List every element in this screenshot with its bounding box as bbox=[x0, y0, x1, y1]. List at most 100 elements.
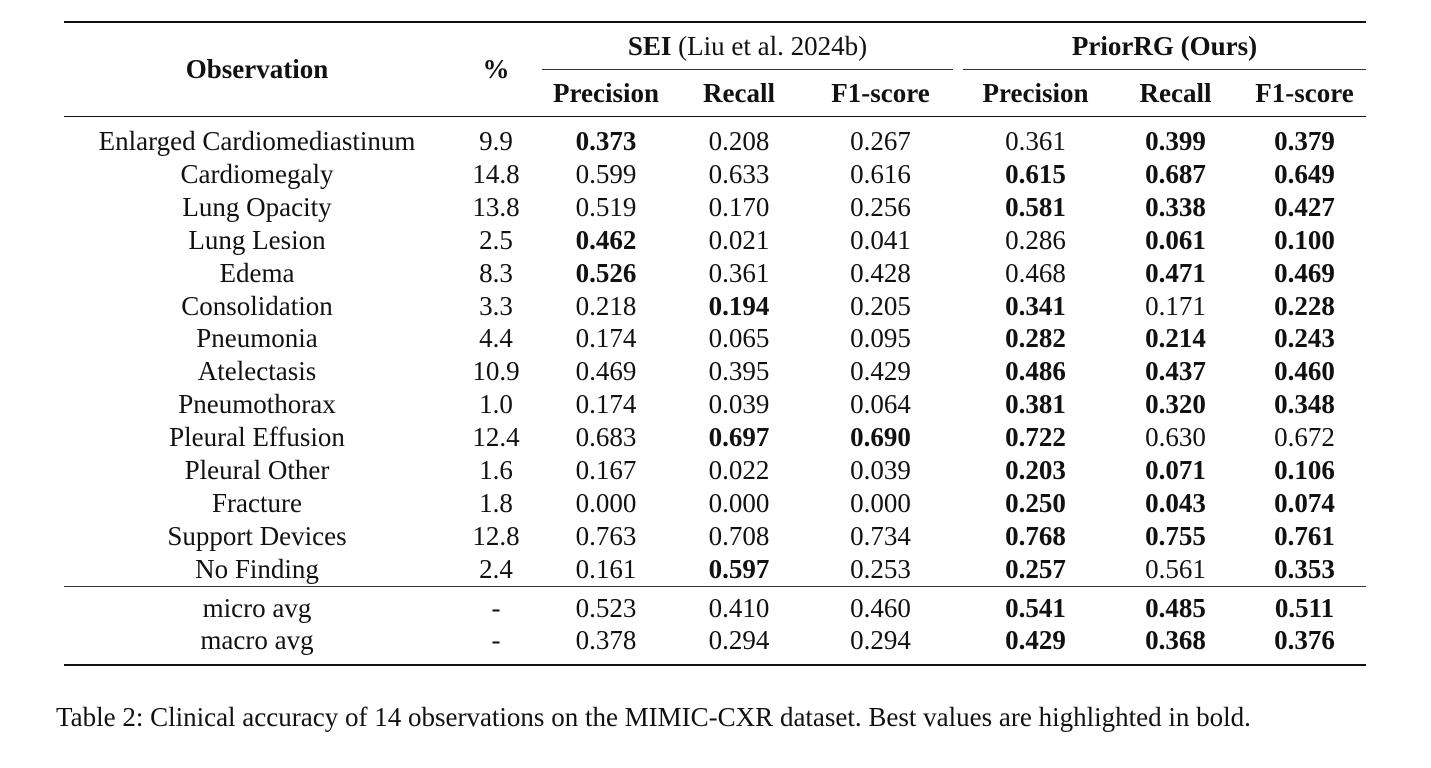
sei-recall-header: Recall bbox=[703, 77, 775, 108]
priorrg-recall-cell: 0.687 bbox=[1145, 158, 1206, 189]
sei-precision-cell: 0.161 bbox=[575, 553, 637, 584]
table-row: Pneumonia 4.4 0.174 0.065 0.095 0.282 0.214 0.2… bbox=[64, 322, 1366, 355]
observation-cell: Cardiomegaly bbox=[180, 158, 334, 189]
priorrg-precision-cell: 0.286 bbox=[1005, 224, 1066, 255]
sei-f1-cell: 0.690 bbox=[850, 422, 911, 453]
sei-f1-cell: 0.205 bbox=[850, 290, 911, 321]
observation-cell: Pneumonia bbox=[196, 323, 318, 354]
group-gap bbox=[953, 224, 963, 257]
group-gap bbox=[953, 158, 963, 191]
results-table-container: Observation % SEI (Liu et al. 2024b) Pri… bbox=[64, 21, 1366, 667]
observation-cell: Pleural Other bbox=[184, 455, 330, 486]
sei-f1-cell: 0.429 bbox=[850, 356, 911, 387]
table-row: No Finding 2.4 0.161 0.597 0.253 0.257 0.561 0.… bbox=[64, 553, 1366, 586]
priorrg-precision-cell: 0.768 bbox=[1005, 520, 1066, 551]
sei-precision-cell: 0.378 bbox=[575, 624, 637, 655]
group-gap bbox=[953, 23, 963, 70]
sei-recall-cell: 0.065 bbox=[708, 323, 770, 354]
priorrg-recall-cell: 0.399 bbox=[1145, 126, 1206, 156]
percent-cell: 2.5 bbox=[479, 224, 513, 255]
priorrg-precision-cell: 0.722 bbox=[1005, 422, 1066, 453]
priorrg-recall-cell: 0.471 bbox=[1145, 257, 1206, 288]
header-row-1: Observation % SEI (Liu et al. 2024b) Pri… bbox=[64, 23, 1366, 84]
percent-cell: 12.8 bbox=[472, 520, 520, 551]
priorrg-recall-cell: 0.071 bbox=[1145, 455, 1206, 486]
percent-cell: 4.4 bbox=[479, 323, 513, 354]
group-gap bbox=[953, 70, 963, 117]
priorrg-f1-cell: 0.353 bbox=[1274, 553, 1335, 584]
sei-group-header: SEI (Liu et al. 2024b) bbox=[542, 23, 953, 70]
table-row: Lung Lesion 2.5 0.462 0.021 0.041 0.286 0.061 0… bbox=[64, 224, 1366, 257]
sei-precision-cell: 0.763 bbox=[575, 520, 637, 551]
sei-recall-cell: 0.021 bbox=[708, 224, 770, 255]
priorrg-precision-cell: 0.541 bbox=[1005, 592, 1066, 623]
group-gap bbox=[953, 454, 963, 487]
sei-group-name: SEI bbox=[627, 31, 672, 61]
priorrg-f1-header: F1-score bbox=[1255, 77, 1354, 108]
sei-precision-cell: 0.373 bbox=[575, 126, 637, 156]
priorrg-recall-cell: 0.755 bbox=[1145, 520, 1206, 551]
sei-f1-cell: 0.256 bbox=[850, 191, 911, 222]
percent-header: % bbox=[482, 54, 510, 84]
group-gap bbox=[953, 421, 963, 454]
observation-cell: No Finding bbox=[195, 553, 319, 584]
sei-precision-cell: 0.174 bbox=[575, 323, 637, 354]
observation-cell: Pneumothorax bbox=[178, 389, 336, 420]
table-row: Cardiomegaly 14.8 0.599 0.633 0.616 0.615 0.68… bbox=[64, 158, 1366, 191]
sei-recall-cell: 0.000 bbox=[708, 487, 770, 518]
sei-precision-cell: 0.174 bbox=[575, 389, 637, 420]
header-row-2: Precision Recall F1-score Precision Reca… bbox=[64, 70, 1366, 117]
priorrg-recall-header: Recall bbox=[1139, 77, 1212, 108]
sei-precision-header: Precision bbox=[553, 77, 659, 108]
priorrg-f1-cell: 0.427 bbox=[1274, 191, 1335, 222]
sei-f1-cell: 0.294 bbox=[850, 624, 911, 655]
sei-recall-cell: 0.361 bbox=[708, 257, 770, 288]
percent-cell: 1.6 bbox=[479, 455, 513, 486]
sei-precision-cell: 0.683 bbox=[575, 422, 637, 453]
sei-f1-cell: 0.000 bbox=[850, 487, 911, 518]
priorrg-precision-cell: 0.282 bbox=[1005, 323, 1066, 354]
sei-f1-header: F1-score bbox=[831, 77, 930, 108]
table-row: Enlarged Cardiomediastinum 9.9 0.373 0.208 0… bbox=[64, 125, 1366, 158]
priorrg-recall-cell: 0.320 bbox=[1145, 389, 1206, 420]
priorrg-precision-cell: 0.381 bbox=[1005, 389, 1066, 420]
sei-recall-cell: 0.410 bbox=[708, 592, 770, 623]
group-gap bbox=[953, 125, 963, 158]
percent-cell: 14.8 bbox=[472, 158, 520, 189]
priorrg-recall-cell: 0.437 bbox=[1145, 356, 1206, 387]
observation-cell: Edema bbox=[219, 257, 295, 288]
sei-precision-cell: 0.462 bbox=[575, 224, 637, 255]
priorrg-f1-cell: 0.761 bbox=[1274, 520, 1335, 551]
priorrg-f1-cell: 0.348 bbox=[1274, 389, 1335, 420]
sei-f1-cell: 0.095 bbox=[850, 323, 911, 354]
sei-f1-cell: 0.616 bbox=[850, 158, 911, 189]
table-row: micro avg - 0.523 0.410 0.460 0.541 0.485 0.511 bbox=[64, 592, 1366, 624]
percent-cell: 8.3 bbox=[479, 257, 513, 288]
priorrg-recall-cell: 0.214 bbox=[1145, 323, 1206, 354]
sei-f1-cell: 0.734 bbox=[850, 520, 911, 551]
priorrg-recall-cell: 0.561 bbox=[1145, 553, 1206, 584]
priorrg-f1-cell: 0.106 bbox=[1274, 455, 1335, 486]
priorrg-precision-cell: 0.486 bbox=[1005, 356, 1066, 387]
table-row: Atelectasis 10.9 0.469 0.395 0.429 0.486 0.437… bbox=[64, 355, 1366, 388]
priorrg-recall-cell: 0.171 bbox=[1145, 290, 1206, 321]
sei-recall-cell: 0.039 bbox=[708, 389, 770, 420]
average-separator bbox=[64, 585, 1366, 592]
priorrg-recall-cell: 0.485 bbox=[1145, 592, 1206, 623]
spacer-row bbox=[64, 117, 1366, 125]
group-gap bbox=[953, 191, 963, 224]
priorrg-recall-cell: 0.368 bbox=[1145, 624, 1206, 655]
sei-recall-cell: 0.208 bbox=[708, 126, 770, 156]
group-gap bbox=[953, 322, 963, 355]
percent-cell: 2.4 bbox=[479, 553, 513, 584]
table-row: Fracture 1.8 0.000 0.000 0.000 0.250 0.043 0.07… bbox=[64, 487, 1366, 520]
sei-f1-cell: 0.267 bbox=[850, 126, 911, 156]
observation-cell: Support Devices bbox=[167, 520, 347, 551]
percent-cell: 3.3 bbox=[479, 290, 513, 321]
priorrg-f1-cell: 0.100 bbox=[1274, 224, 1335, 255]
sei-f1-cell: 0.460 bbox=[850, 592, 911, 623]
sei-recall-cell: 0.597 bbox=[708, 553, 770, 584]
sei-precision-cell: 0.523 bbox=[575, 592, 637, 623]
priorrg-precision-cell: 0.468 bbox=[1005, 257, 1066, 288]
observation-cell: Lung Opacity bbox=[182, 191, 332, 222]
